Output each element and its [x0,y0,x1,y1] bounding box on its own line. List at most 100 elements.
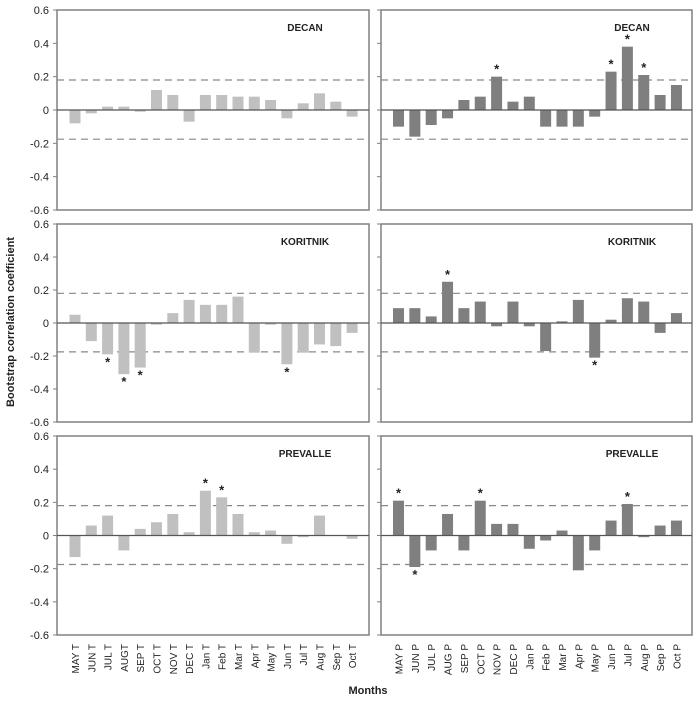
bar [572,110,584,127]
bar [474,500,486,536]
bar [248,96,260,110]
x-tick-label: AUG P [444,644,455,675]
bar [507,301,519,323]
bar [183,299,195,323]
bar [670,313,682,323]
x-tick-label: Sep T [332,644,343,671]
x-tick-label: OCT T [153,644,164,674]
y-tick-label: 0.6 [34,431,49,443]
bar [621,298,633,323]
y-tick-label: -0.4 [30,172,49,184]
x-tick-label: Apr T [250,644,261,668]
bar [589,110,601,117]
bar [589,323,601,358]
x-tick-label: SEP P [460,644,471,674]
bar [458,100,470,110]
x-tick-label: SEP T [136,644,147,673]
bar [458,308,470,323]
bar [151,323,162,325]
y-axis-label: Bootstrap correlation coefficient [5,237,17,407]
significance-marker: * [105,354,111,369]
bar [248,532,260,536]
bar [605,520,617,536]
x-tick-label: OCT P [476,644,487,675]
bar [442,281,454,323]
bar [134,110,146,112]
bar [605,71,617,110]
bar [621,46,633,110]
x-tick-label: JUN T [87,644,98,672]
bar [409,308,421,323]
bar [425,316,437,323]
significance-marker: * [592,358,598,373]
bar [638,301,650,323]
bar [265,100,277,110]
x-tick-label: Mar T [234,644,245,670]
panel-decan-precipitation: * ***DECAN [377,9,693,211]
bar [474,96,486,110]
bar [167,313,179,323]
panel-site-label: KORITNIK [608,237,657,248]
bar [491,323,503,327]
bar [346,110,358,117]
significance-marker: * [625,32,631,47]
bar [491,76,503,110]
y-tick-label: -0.6 [30,630,49,642]
bar [523,323,535,327]
x-tick-label: MAY T [71,644,82,673]
x-tick-label: Feb P [542,644,553,671]
y-tick-label: 0.4 [34,252,49,264]
bar [507,101,519,110]
panel-prevalle-precipitation: * * * * PREVALLE MAY P JUN P JUL P AUG P SEP P OCT… [377,435,693,675]
bar [297,535,309,538]
panel-prevalle-temperature: 0.6 0.4 0.2 0 -0.2 -0.4 -0.6 * * PREVALLE MAY T JUN… [30,431,370,674]
bar [491,523,503,536]
bar [540,323,552,352]
bar [458,535,470,551]
bar [540,110,552,127]
bar [314,93,325,110]
significance-marker: * [121,374,127,389]
x-tick-label: Sep P [656,644,667,672]
y-tick-label: 0 [43,531,49,543]
x-tick-label: May T [267,644,278,672]
significance-marker: * [138,368,144,383]
bar [638,535,650,538]
bar [330,323,342,347]
bar [85,323,97,342]
bar [605,319,617,323]
bar [199,95,211,110]
y-tick-label: 0.2 [34,285,49,297]
x-tick-label: Oct P [672,644,683,669]
bar [523,535,535,549]
y-tick-label: 0.6 [34,5,49,17]
x-tick-label: MAY P [395,644,406,675]
bar [393,110,404,127]
bar [297,103,309,110]
significance-marker: * [219,482,225,497]
x-tick-label: NOV T [169,644,180,674]
significance-marker: * [609,57,615,72]
bar [442,513,454,536]
bar [654,323,666,333]
y-tick-label: -0.6 [30,205,49,217]
bar [621,503,633,536]
bar [523,96,535,110]
bar [556,110,568,127]
x-tick-label: JUN P [411,644,422,673]
bar [216,497,228,536]
x-tick-label: Mar P [558,644,569,671]
x-tick-label: Apr P [574,644,585,669]
y-tick-label: 0.4 [34,464,49,476]
bar [442,110,454,119]
bar [232,296,244,323]
panel-site-label: KORITNIK [281,237,330,248]
x-tick-label: Aug T [316,644,327,671]
bar [69,535,81,558]
bar [118,106,130,110]
x-tick-label: Oct T [348,644,359,668]
bar [556,530,568,536]
x-tick-label: Jan T [201,644,212,669]
bar [297,323,309,353]
x-tick-label: Aug P [640,644,651,672]
